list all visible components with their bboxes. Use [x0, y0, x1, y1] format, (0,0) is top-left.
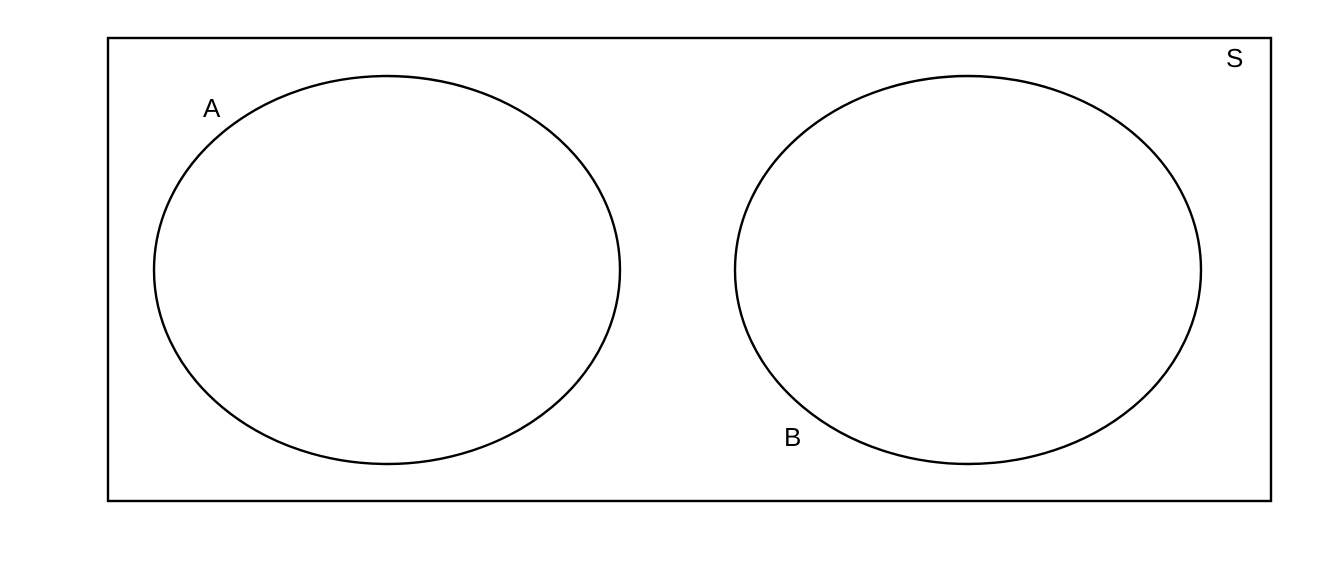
set-a-ellipse [152, 74, 622, 466]
set-b-ellipse [733, 74, 1203, 466]
universe-label: S [1226, 43, 1243, 73]
universe-rectangle [106, 36, 1273, 503]
set-a-label: A [203, 93, 221, 123]
set-b-label: B [784, 422, 801, 452]
